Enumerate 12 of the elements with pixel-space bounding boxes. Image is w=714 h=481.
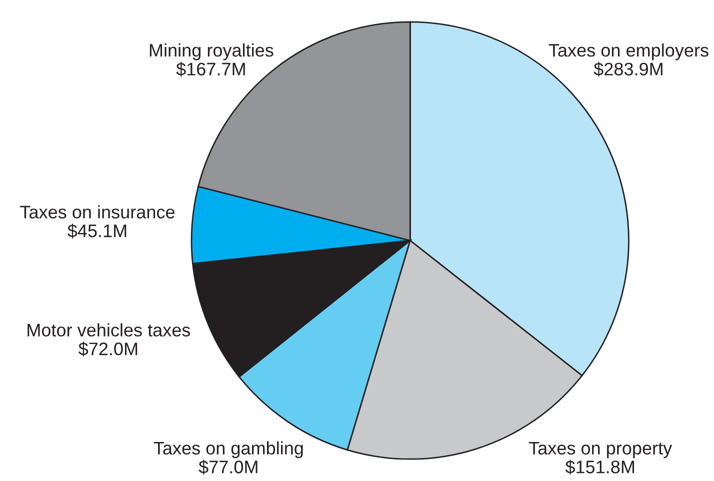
data-label: $77.0M xyxy=(198,460,258,474)
slice-label: Mining royalties xyxy=(150,43,274,60)
data-label: $151.8M xyxy=(565,460,634,474)
data-label: $45.1M xyxy=(68,224,126,238)
slice-label: Taxes on insurance xyxy=(20,205,174,218)
slice-label: Motor vehicles taxes xyxy=(28,323,190,337)
slice-label: Taxes on employers xyxy=(548,43,708,60)
data-label: $72.0M xyxy=(78,342,138,356)
data-label: $283.9M xyxy=(594,62,662,77)
slice-label: Taxes on gambling xyxy=(154,441,303,458)
data-label: $167.7M xyxy=(176,62,245,77)
slice-label: Taxes on property xyxy=(528,442,672,458)
